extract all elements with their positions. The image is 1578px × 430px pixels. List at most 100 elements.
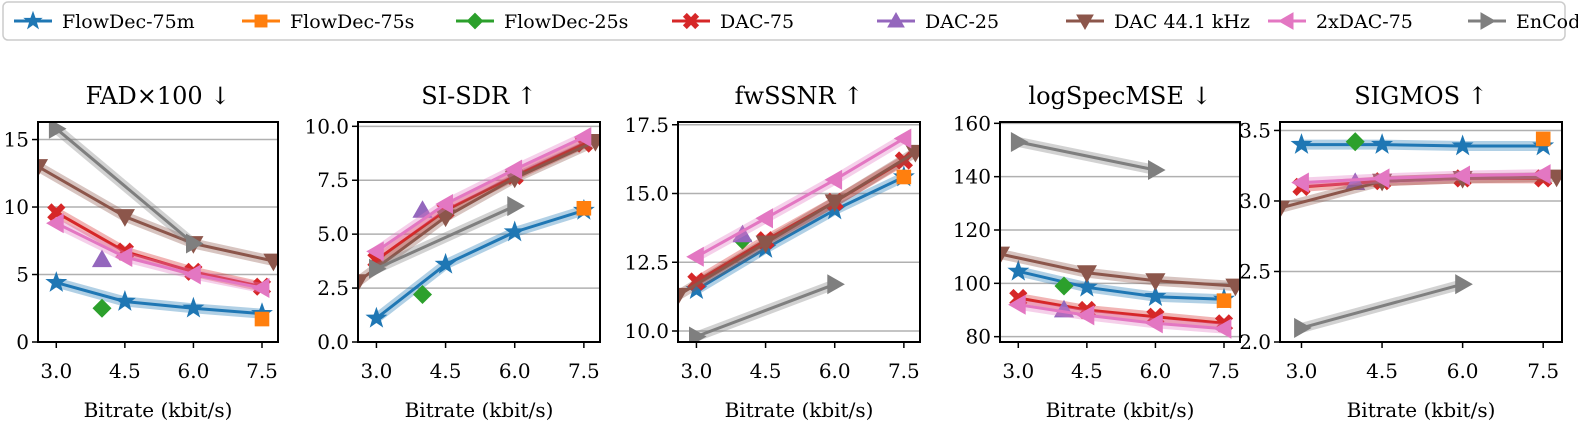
series-flowdec-25s <box>92 298 112 318</box>
series-flowdec-75s <box>1535 131 1551 147</box>
data-point <box>369 258 387 279</box>
data-point <box>1145 273 1166 291</box>
subplot-fad-100: 0 5 10 15 3.0 4.5 6.0 7.5 FAD×100 ↓ Bitrate (kbit… <box>4 82 279 422</box>
series-line <box>1301 143 1544 148</box>
plot-area <box>38 122 278 327</box>
data-point <box>114 246 133 268</box>
y-tick-label: 120 <box>953 218 991 242</box>
legend-item-dac-44-1-khz: DAC 44.1 kHz <box>1066 11 1250 33</box>
data-point <box>1371 168 1390 189</box>
y-tick-label: 2.5 <box>317 276 349 300</box>
x-tick-label: 4.5 <box>750 359 782 383</box>
data-point <box>186 233 204 254</box>
plot-area <box>358 127 600 328</box>
series-line <box>1018 303 1225 331</box>
series-flowdec-75m <box>685 165 915 300</box>
data-point <box>1451 134 1474 156</box>
series-flowdec-75m <box>1290 133 1555 156</box>
axes-frame <box>677 121 921 343</box>
x-axis-label: Bitrate (kbit/s) <box>405 398 554 422</box>
y-tick-label: 100 <box>953 271 991 295</box>
data-point <box>435 193 453 215</box>
axes-frame <box>357 121 601 343</box>
x-tick-label: 7.5 <box>1527 359 1559 383</box>
data-point <box>827 274 845 295</box>
series-line <box>695 282 836 338</box>
data-point <box>896 169 912 185</box>
axes-frame <box>1279 121 1563 343</box>
subplot-title: FAD×100 ↓ <box>86 82 231 110</box>
plot-area <box>1000 131 1240 339</box>
series-line <box>1017 140 1156 172</box>
legend-label: DAC-25 <box>925 11 999 33</box>
series-flowdec-75m <box>45 271 273 323</box>
y-tick-label: 7.5 <box>317 168 349 192</box>
y-tick-label: 80 <box>966 325 991 349</box>
data-point <box>576 200 592 216</box>
data-point <box>1371 133 1394 154</box>
series-dac-44-1-khz <box>678 144 920 306</box>
y-tick-label: 15 <box>4 128 29 152</box>
data-point <box>38 159 49 177</box>
data-point <box>1455 274 1473 295</box>
data-point <box>45 271 68 292</box>
data-point <box>46 213 64 234</box>
data-point <box>1294 317 1312 338</box>
legend-label: FlowDec-75s <box>290 11 414 33</box>
data-point <box>755 208 773 229</box>
x-tick-label: 7.5 <box>1208 359 1240 383</box>
data-point <box>1213 318 1232 339</box>
series-line <box>695 137 905 259</box>
series-flowdec-75s <box>576 200 592 216</box>
legend-marker-triangle-right <box>1480 12 1497 30</box>
x-tick-label: 3.0 <box>681 359 713 383</box>
x-tick-label: 4.5 <box>1366 359 1398 383</box>
series-2xdac-75 <box>1291 164 1551 193</box>
legend-marker-x <box>682 12 700 30</box>
data-point <box>1148 159 1166 181</box>
y-tick-label: 160 <box>953 111 991 135</box>
x-tick-label: 6.0 <box>178 359 210 383</box>
subplot-title: SI-SDR ↑ <box>421 82 537 110</box>
series-line <box>695 175 905 292</box>
series-line <box>55 211 263 289</box>
data-point <box>183 264 201 285</box>
data-point <box>1144 285 1167 307</box>
series-encodec <box>1010 131 1166 181</box>
legend-item-flowdec-25s: FlowDec-25s <box>456 11 628 33</box>
data-point <box>251 277 270 299</box>
y-tick-label: 12.5 <box>624 250 669 274</box>
subplot-title: fwSSNR ↑ <box>735 82 864 110</box>
x-axis-label: Bitrate (kbit/s) <box>1046 398 1195 422</box>
data-point <box>412 284 433 305</box>
series-line <box>375 208 585 320</box>
data-point <box>893 128 912 149</box>
series-dac-44-1-khz <box>1000 246 1240 297</box>
data-point <box>905 144 920 163</box>
series-line <box>375 135 585 253</box>
data-point <box>1000 246 1011 265</box>
legend-item-encodec: EnCodec <box>1468 11 1578 33</box>
series-2xdac-75 <box>46 213 270 299</box>
legend-label: EnCodec <box>1516 11 1578 33</box>
data-point <box>1452 165 1470 186</box>
series-2xdac-75 <box>1008 294 1232 339</box>
series-line <box>1018 296 1225 325</box>
y-tick-label: 10.0 <box>624 319 669 343</box>
axes-frame <box>999 121 1241 343</box>
series-encodec <box>1294 274 1473 338</box>
series-line <box>38 165 274 263</box>
x-axis-label: Bitrate (kbit/s) <box>1347 398 1496 422</box>
data-point <box>113 289 136 311</box>
series-dac-25 <box>91 249 113 268</box>
series-line <box>375 204 516 271</box>
series-flowdec-75s <box>1216 293 1232 308</box>
x-tick-label: 6.0 <box>819 359 851 383</box>
series-line <box>55 221 263 290</box>
series-line <box>678 151 917 297</box>
data-point <box>1532 164 1551 185</box>
x-tick-label: 4.5 <box>1071 359 1103 383</box>
subplot-title: logSpecMSE ↓ <box>1028 82 1211 110</box>
data-point <box>507 196 525 217</box>
